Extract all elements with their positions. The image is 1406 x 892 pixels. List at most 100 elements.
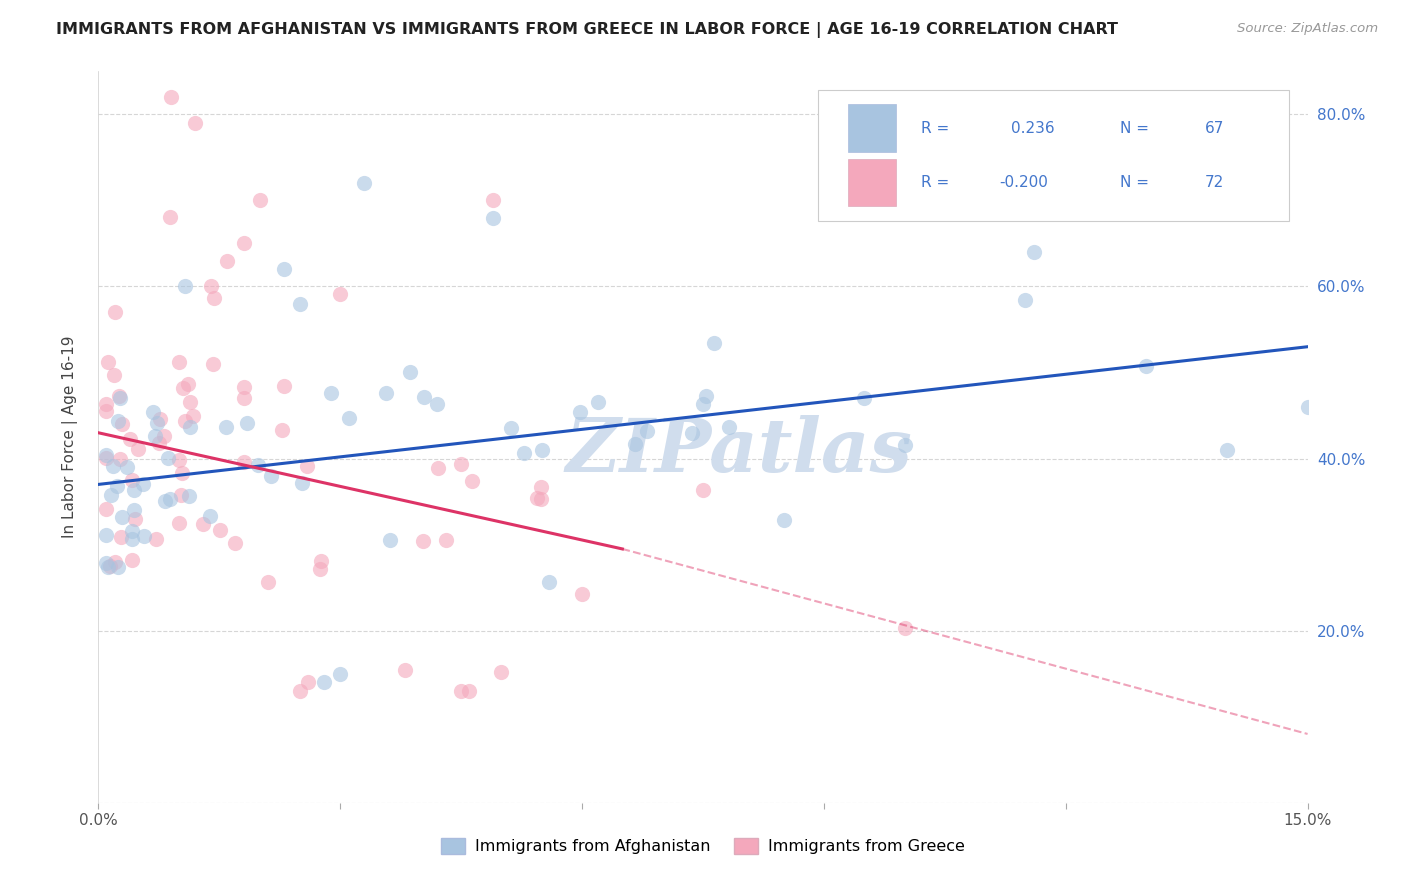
Point: [308, 561, 330, 575]
Point: [160, 90, 183, 104]
Text: Source: ZipAtlas.com: Source: ZipAtlas.com: [1237, 22, 1378, 36]
Point: [314, 675, 336, 690]
Point: [217, 253, 239, 268]
Point: [1014, 293, 1036, 308]
Point: [233, 380, 256, 394]
Point: [172, 382, 194, 396]
Point: [174, 279, 197, 293]
Point: [111, 417, 134, 431]
Point: [103, 555, 125, 569]
Point: [177, 490, 200, 504]
Point: [159, 210, 181, 224]
Point: [232, 455, 254, 469]
Point: [181, 409, 204, 423]
Point: [121, 532, 143, 546]
Point: [273, 379, 295, 393]
Point: [198, 508, 221, 523]
Point: [170, 466, 193, 480]
Point: [132, 529, 155, 543]
Point: [121, 552, 143, 566]
Point: [101, 459, 124, 474]
Point: [224, 536, 246, 550]
Point: [426, 461, 449, 475]
Point: [295, 459, 318, 474]
Point: [460, 475, 482, 489]
Point: [482, 193, 505, 207]
Point: [375, 386, 398, 401]
Point: [157, 450, 180, 465]
Point: [426, 396, 449, 410]
Point: [236, 416, 259, 430]
Point: [152, 429, 174, 443]
Point: [149, 412, 172, 426]
Point: [100, 488, 122, 502]
Point: [97, 354, 120, 368]
Point: [179, 420, 201, 434]
Point: [1022, 245, 1045, 260]
FancyBboxPatch shape: [848, 104, 897, 152]
Point: [124, 511, 146, 525]
Point: [103, 368, 125, 383]
Point: [179, 394, 201, 409]
Point: [288, 296, 311, 310]
Point: [353, 176, 375, 190]
Point: [247, 458, 270, 472]
Point: [159, 492, 181, 507]
Text: IMMIGRANTS FROM AFGHANISTAN VS IMMIGRANTS FROM GREECE IN LABOR FORCE | AGE 16-19: IMMIGRANTS FROM AFGHANISTAN VS IMMIGRANT…: [56, 22, 1118, 38]
Point: [208, 523, 231, 537]
Point: [145, 533, 167, 547]
Point: [260, 469, 283, 483]
Point: [184, 116, 207, 130]
Point: [148, 436, 170, 450]
Text: 72: 72: [1205, 176, 1225, 190]
Point: [96, 556, 118, 570]
Point: [170, 488, 193, 502]
Point: [232, 391, 254, 405]
Point: [530, 480, 553, 494]
Point: [526, 491, 548, 505]
Point: [1135, 359, 1157, 373]
Point: [297, 675, 319, 690]
Point: [491, 665, 513, 679]
Point: [96, 528, 118, 542]
Point: [97, 560, 120, 574]
Point: [772, 512, 794, 526]
Point: [167, 355, 190, 369]
Point: [122, 503, 145, 517]
Y-axis label: In Labor Force | Age 16-19: In Labor Force | Age 16-19: [62, 335, 77, 539]
Point: [571, 587, 593, 601]
Point: [329, 286, 352, 301]
Point: [96, 404, 118, 418]
Point: [893, 621, 915, 635]
Point: [501, 420, 523, 434]
Point: [142, 405, 165, 419]
Point: [893, 438, 915, 452]
Point: [569, 405, 592, 419]
Text: -0.200: -0.200: [1000, 176, 1047, 190]
Point: [169, 452, 191, 467]
Point: [482, 211, 505, 225]
Point: [458, 684, 481, 698]
Point: [108, 389, 131, 403]
Point: [1216, 442, 1239, 457]
Point: [110, 509, 132, 524]
Point: [143, 429, 166, 443]
Text: R =: R =: [921, 120, 949, 136]
Point: [177, 377, 200, 392]
Point: [717, 420, 740, 434]
Point: [96, 450, 118, 465]
Point: [131, 476, 153, 491]
Point: [288, 684, 311, 698]
Point: [127, 442, 149, 456]
Point: [215, 419, 238, 434]
Point: [249, 194, 271, 208]
Point: [530, 443, 553, 458]
Point: [692, 396, 714, 410]
Point: [107, 559, 129, 574]
Point: [108, 392, 131, 406]
Point: [319, 386, 342, 401]
Point: [110, 452, 132, 467]
Point: [200, 279, 222, 293]
Point: [107, 414, 129, 428]
Point: [394, 663, 416, 677]
